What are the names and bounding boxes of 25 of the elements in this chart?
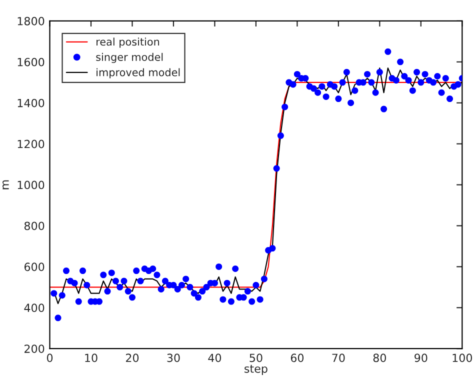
y-tick-label: 1200 <box>18 140 44 148</box>
x-tick-label: 10 <box>85 354 98 362</box>
legend-label: real position <box>96 38 160 48</box>
y-tick-label: 400 <box>24 304 44 312</box>
x-tick-label: 40 <box>208 354 222 362</box>
legend-label: singer model <box>96 52 163 63</box>
y-tick-label: 600 <box>24 262 44 272</box>
y-tick-label: 800 <box>24 222 44 230</box>
y-tick-label: 1800 <box>18 16 44 26</box>
x-tick-label: 20 <box>126 354 139 362</box>
y-axis-title: m <box>2 180 9 190</box>
x-tick-label: 50 <box>250 354 262 362</box>
y-tick-label: 1400 <box>18 98 44 108</box>
legend-label: improved model <box>96 68 180 78</box>
x-tick-label: 0 <box>46 354 53 362</box>
y-tick-label: 1000 <box>18 180 44 190</box>
x-tick-label: 80 <box>373 354 386 362</box>
x-tick-label: 70 <box>332 354 345 362</box>
x-axis-title: step <box>244 364 268 375</box>
x-tick-label: 30 <box>167 354 180 362</box>
x-tick-label: 60 <box>290 354 304 362</box>
x-tick-label: 100 <box>452 354 472 362</box>
y-tick-label: 200 <box>24 344 44 353</box>
y-tick-label: 1600 <box>18 58 44 66</box>
x-tick-label: 90 <box>414 354 428 362</box>
